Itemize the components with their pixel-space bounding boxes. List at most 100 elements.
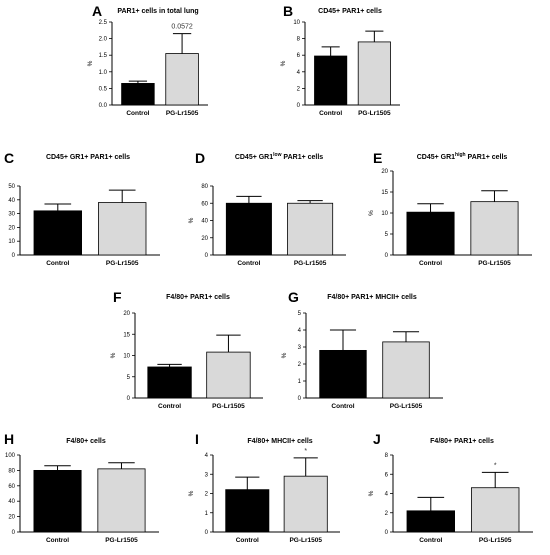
y-tick-label: 0.5 [99, 86, 108, 92]
y-tick-label: 1.5 [99, 53, 108, 59]
y-tick-label: 20 [123, 311, 130, 317]
significance-annotation: * [494, 462, 497, 469]
panel-letter: E [373, 150, 382, 166]
y-tick-label: 3 [298, 345, 302, 351]
y-tick-label: 0 [127, 396, 131, 402]
panel-c: C CD45+ GR1+ PAR1+ cells 0 10 20 30 40 50% Contr… [0, 150, 160, 267]
category-label: Control [331, 403, 354, 410]
y-tick-label: 10 [381, 211, 388, 217]
y-axis-label: % [110, 352, 117, 358]
panel-title: F4/80+ cells [66, 438, 106, 445]
panel-title-part: PAR1+ cells [281, 154, 323, 161]
y-tick-label: 6 [297, 53, 301, 59]
y-tick-label: 5 [385, 232, 389, 238]
bar-pg-lr1505 [470, 201, 519, 256]
category-label: Control [419, 260, 442, 267]
y-tick-label: 40 [8, 499, 15, 505]
category-label: PG-Lr1505 [289, 537, 322, 544]
panel-h: H F4/80+ cells 0 20 40 60 80 100% Control PG-Lr15… [0, 431, 159, 544]
y-axis-label: % [188, 217, 195, 223]
y-tick-label: 8 [297, 37, 301, 43]
panel-title: PAR1+ cells in total lung [117, 8, 198, 15]
panel-title: CD45+ PAR1+ cells [318, 8, 382, 15]
significance-annotation: 0.0572 [171, 24, 193, 31]
panel-title: F4/80+ PAR1+ MHCII+ cells [327, 294, 417, 301]
panel-title-superscript: high [455, 152, 466, 158]
y-tick-label: 80 [8, 468, 15, 474]
y-tick-label: 2 [297, 86, 301, 92]
y-tick-label: 100 [5, 453, 16, 459]
category-label: Control [46, 537, 69, 544]
panel-letter: G [288, 289, 299, 305]
y-axis-label: % [280, 60, 287, 66]
y-tick-label: 2.5 [99, 20, 108, 26]
y-tick-label: 8 [385, 453, 389, 459]
y-tick-label: 4 [298, 328, 302, 334]
panel-g: G F4/80+ PAR1+ MHCII+ cells 0 1 2 3 4 5% Control… [281, 289, 443, 410]
category-label: PG-Lr1505 [358, 110, 391, 117]
y-tick-label: 2 [298, 362, 302, 368]
y-axis-label: % [281, 352, 288, 358]
significance-annotation: * [304, 448, 307, 455]
panel-f: F F4/80+ PAR1+ cells 0 5 10 15 20% Control PG-Lr… [110, 289, 263, 410]
y-tick-label: 0 [205, 530, 209, 536]
bar-control [33, 469, 82, 533]
y-tick-label: 20 [8, 515, 15, 521]
y-tick-label: 40 [8, 198, 15, 204]
y-tick-label: 10 [293, 20, 300, 26]
category-label: Control [46, 260, 69, 267]
y-tick-label: 40 [201, 219, 208, 225]
panel-letter: A [92, 3, 102, 19]
category-label: PG-Lr1505 [294, 260, 327, 267]
bar-control [314, 55, 348, 106]
panel-letter: C [4, 150, 14, 166]
category-label: Control [158, 403, 181, 410]
y-axis-label: % [87, 60, 94, 66]
y-tick-label: 20 [8, 225, 15, 231]
category-label: PG-Lr1505 [212, 403, 245, 410]
bar-pg-lr1505 [98, 202, 147, 256]
bar-control [225, 489, 270, 533]
y-tick-label: 1 [205, 511, 209, 517]
y-tick-label: 5 [127, 375, 131, 381]
category-label: Control [319, 110, 342, 117]
panel-title-part: CD45+ GR1 [417, 154, 455, 161]
y-axis-label: % [0, 490, 2, 496]
y-tick-label: 60 [201, 201, 208, 207]
y-tick-label: 2 [205, 492, 209, 498]
panel-title: CD45+ GR1low PAR1+ cells [235, 152, 323, 161]
bar-pg-lr1505 [287, 202, 334, 256]
panel-letter: B [283, 3, 293, 19]
panel-title-part: CD45+ GR1 [235, 154, 273, 161]
panel-b: B CD45+ PAR1+ cells 0 2 4 6 8 10% Control PG-Lr15… [280, 3, 400, 117]
y-tick-label: 0.0 [99, 103, 108, 109]
y-axis-label: % [368, 490, 375, 496]
bar-pg-lr1505 [283, 475, 328, 533]
y-tick-label: 6 [385, 472, 389, 478]
y-tick-label: 15 [381, 190, 388, 196]
y-tick-label: 20 [201, 236, 208, 242]
panel-j: J F4/80+ PAR1+ cells 0 2 4 6 8% Control PG-Lr150… [368, 431, 533, 544]
y-tick-label: 0 [298, 396, 302, 402]
panel-title: CD45+ GR1high PAR1+ cells [417, 152, 508, 161]
y-tick-label: 0 [385, 253, 389, 259]
bar-pg-lr1505 [97, 468, 146, 533]
bar-control [33, 210, 82, 256]
y-tick-label: 0 [12, 530, 16, 536]
y-axis-label: % [0, 217, 2, 223]
panel-letter: F [113, 289, 122, 305]
panel-title: F4/80+ PAR1+ cells [430, 438, 494, 445]
panel-title-superscript: low [273, 152, 281, 158]
category-label: PG-Lr1505 [166, 110, 199, 117]
bar-pg-lr1505 [206, 351, 251, 399]
y-tick-label: 0 [205, 253, 209, 259]
panel-title-part: PAR1+ cells [466, 154, 508, 161]
category-label: PG-Lr1505 [105, 537, 138, 544]
y-tick-label: 0 [297, 103, 301, 109]
category-label: PG-Lr1505 [390, 403, 423, 410]
category-label: Control [126, 110, 149, 117]
y-tick-label: 60 [8, 484, 15, 490]
category-label: Control [236, 537, 259, 544]
y-tick-label: 0 [12, 253, 16, 259]
